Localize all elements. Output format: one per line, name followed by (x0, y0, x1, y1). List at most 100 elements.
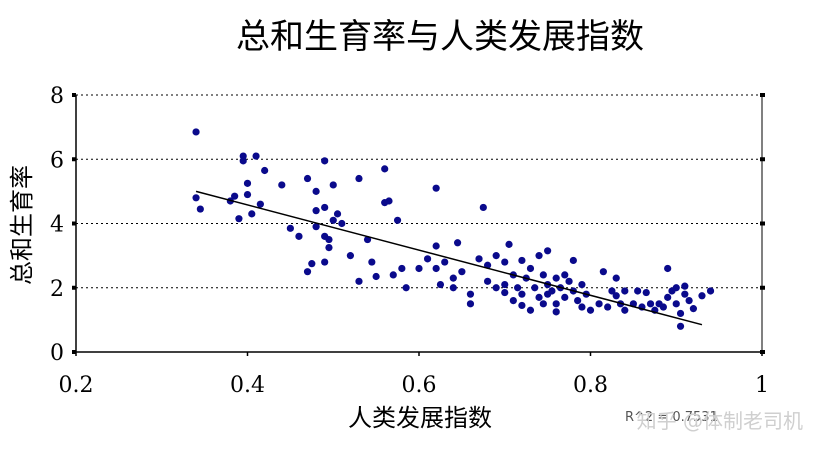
data-point-43 (393, 216, 402, 224)
y-tick-label-1: 2 (50, 277, 64, 302)
data-point-122 (672, 300, 680, 308)
data-point-45 (402, 284, 410, 292)
data-point-46 (415, 264, 423, 273)
x-tick-label-1: 0.4 (230, 373, 265, 398)
data-point-18 (303, 268, 312, 276)
data-point-26 (321, 258, 329, 266)
data-point-82 (539, 300, 547, 308)
data-point-35 (355, 277, 363, 285)
data-point-108 (621, 287, 629, 295)
y-tick-mark-left-3 (72, 157, 76, 162)
y-axis-label: 总和生育率 (8, 165, 36, 285)
data-point-38 (372, 272, 380, 281)
data-point-7 (239, 157, 247, 165)
data-point-56 (458, 268, 466, 276)
data-point-60 (479, 203, 487, 212)
data-point-2 (196, 205, 204, 213)
y-tick-label-0: 0 (50, 341, 64, 366)
data-point-98 (578, 303, 586, 311)
x-axis-ticks: 0.2 0.4 0.6 0.8 1 (59, 352, 769, 398)
data-point-9 (243, 190, 252, 199)
data-point-125 (681, 290, 689, 298)
data-point-117 (659, 303, 667, 311)
data-point-32 (338, 219, 346, 228)
data-point-8 (243, 179, 252, 187)
data-point-4 (231, 192, 239, 200)
data-point-20 (312, 187, 320, 195)
x-tick-label-3: 0.8 (573, 373, 608, 398)
data-point-55 (453, 239, 462, 247)
data-point-5 (235, 215, 243, 223)
x-tick-label-4: 1 (755, 373, 769, 398)
y-tick-mark-left-1 (72, 285, 76, 290)
data-point-81 (539, 271, 547, 279)
data-point-37 (368, 258, 376, 266)
data-point-28 (325, 243, 333, 252)
data-point-79 (535, 252, 543, 260)
data-point-63 (492, 252, 500, 260)
data-point-100 (586, 306, 595, 314)
data-point-71 (514, 284, 522, 292)
data-point-93 (565, 277, 573, 285)
data-point-31 (333, 210, 342, 218)
y-tick-mark-right-2 (760, 221, 765, 226)
data-point-123 (676, 322, 685, 330)
data-point-42 (389, 271, 397, 279)
data-point-113 (642, 288, 650, 297)
data-point-66 (501, 280, 509, 289)
data-point-74 (518, 301, 526, 310)
data-point-119 (664, 264, 672, 273)
y-tick-mark-right-3 (760, 157, 765, 162)
data-point-23 (321, 157, 329, 165)
data-point-102 (599, 268, 607, 276)
data-point-58 (466, 300, 475, 308)
data-point-106 (612, 274, 620, 282)
y-tick-mark-left-2 (72, 221, 76, 226)
data-point-88 (552, 300, 560, 308)
data-point-91 (561, 271, 569, 279)
data-point-94 (569, 256, 577, 265)
data-point-57 (466, 290, 475, 298)
data-point-67 (501, 288, 509, 297)
data-point-14 (278, 181, 286, 189)
data-point-12 (256, 200, 264, 208)
data-point-97 (578, 280, 586, 289)
r-squared-label: R^2 = 0.7531 (625, 410, 718, 425)
data-point-17 (303, 174, 312, 183)
data-point-78 (531, 284, 539, 292)
data-point-21 (312, 207, 320, 215)
x-axis-label: 人类发展指数 (348, 404, 492, 432)
data-point-129 (698, 292, 706, 300)
data-point-0 (192, 128, 200, 136)
data-point-49 (432, 242, 440, 250)
data-point-121 (672, 284, 680, 292)
data-point-96 (574, 297, 582, 305)
data-point-89 (552, 308, 560, 316)
data-point-111 (634, 287, 642, 295)
data-point-114 (646, 300, 655, 308)
y-tick-label-4: 8 (50, 84, 64, 109)
data-point-39 (381, 165, 389, 173)
data-point-105 (612, 292, 620, 300)
data-point-47 (423, 255, 432, 263)
data-points (192, 128, 715, 330)
data-point-29 (329, 181, 337, 189)
data-point-127 (685, 297, 693, 305)
data-point-48 (432, 184, 440, 192)
data-point-130 (706, 287, 715, 295)
data-point-70 (509, 297, 517, 305)
gridlines (76, 94, 762, 289)
data-point-76 (526, 264, 535, 273)
watermark: 知乎 @体制老司机 (637, 409, 803, 433)
data-point-53 (449, 274, 457, 282)
data-point-64 (492, 284, 500, 292)
x-tick-label-2: 0.6 (402, 373, 437, 398)
data-point-68 (505, 240, 513, 248)
data-point-19 (308, 260, 316, 268)
data-point-54 (449, 284, 457, 292)
data-point-73 (518, 290, 526, 298)
data-point-33 (346, 252, 354, 260)
y-axis-ticks: 0 2 4 6 8 (50, 84, 765, 366)
y-tick-mark-right-4 (760, 93, 765, 97)
